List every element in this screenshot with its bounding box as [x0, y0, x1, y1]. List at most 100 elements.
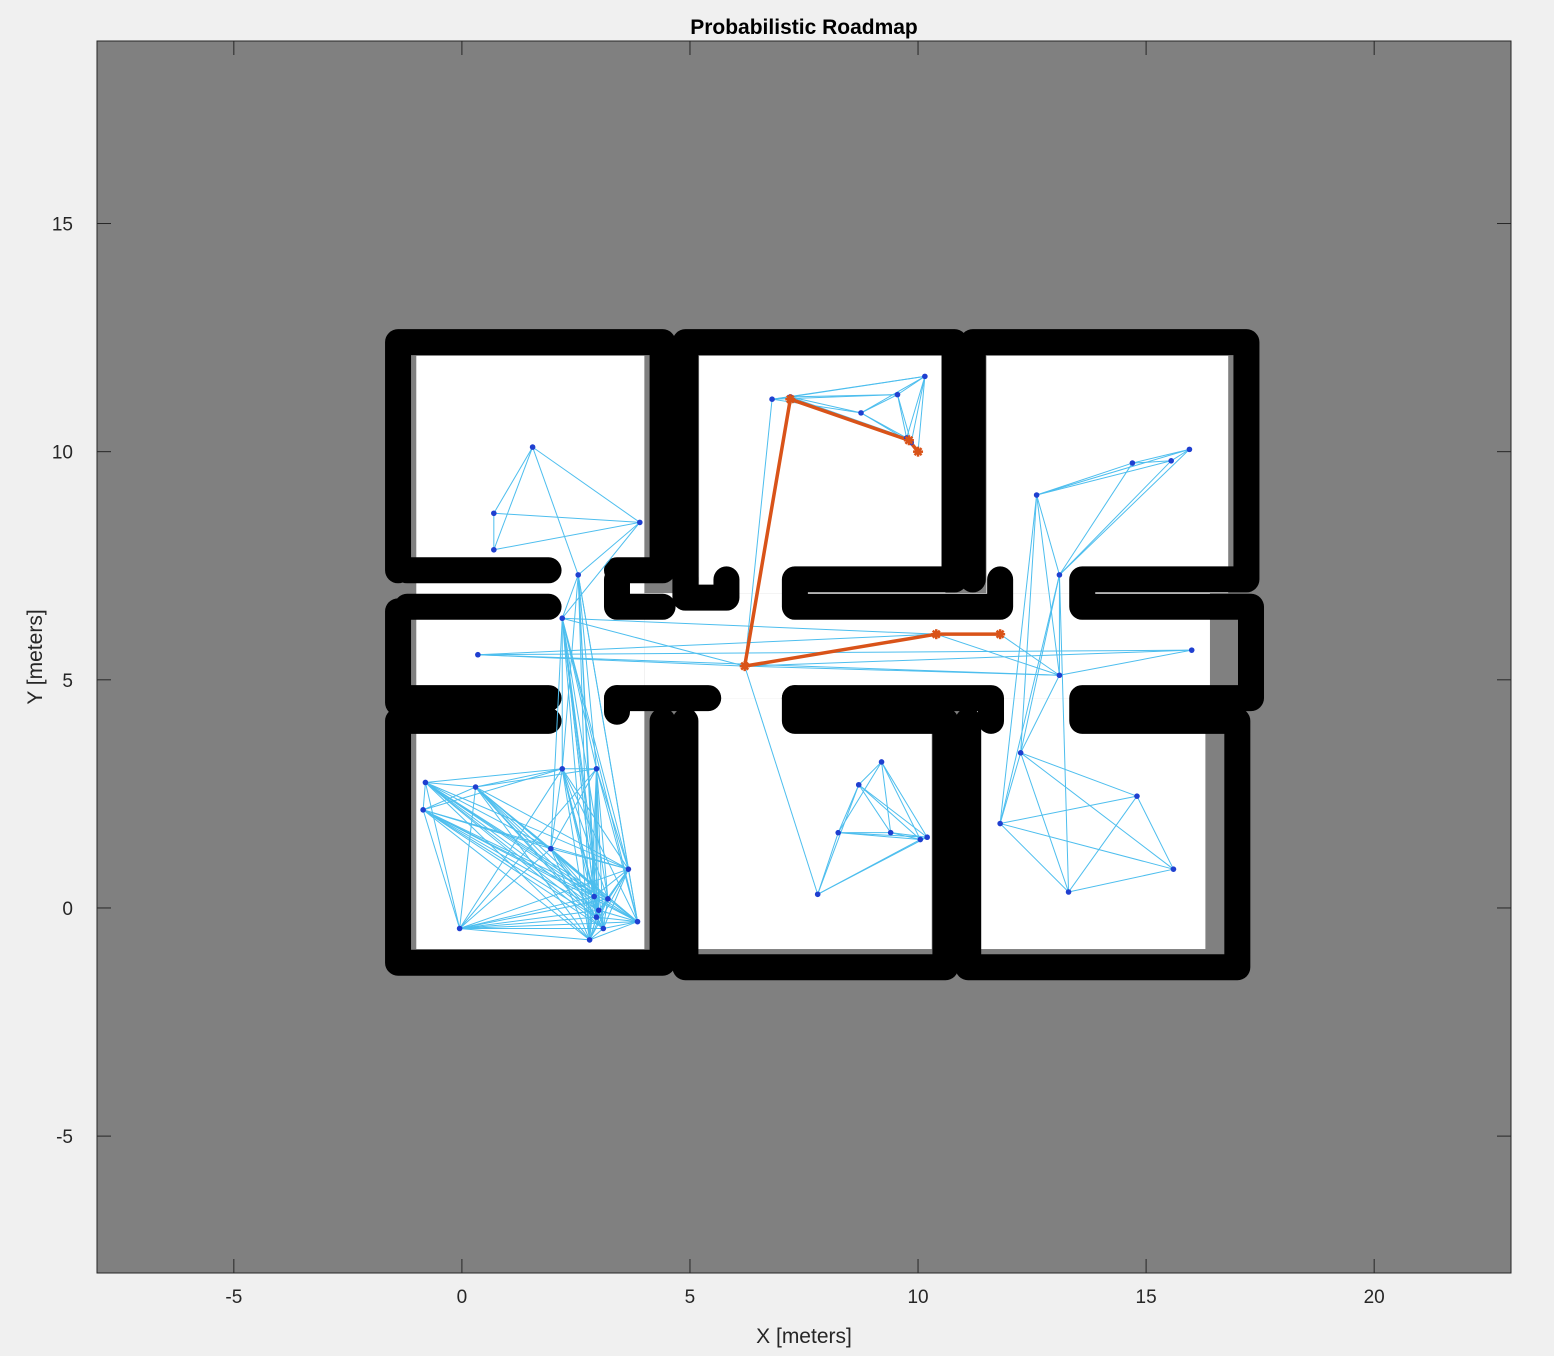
roadmap-edge-72	[475, 786, 629, 870]
roadmap-edge-136	[593, 896, 638, 923]
roadmap-edge-55	[425, 782, 604, 929]
roadmap-edge-191	[1000, 795, 1138, 825]
roadmap-edge-181	[1059, 449, 1190, 576]
roadmap-edge-180	[1059, 460, 1172, 576]
roadmap-node-26	[922, 373, 928, 380]
roadmap-edge-169	[1036, 462, 1133, 496]
roadmap-edge-131	[589, 921, 638, 941]
roadmap-edge-118	[627, 869, 639, 922]
wall-13	[781, 685, 959, 734]
roadmap-edge-127	[589, 898, 609, 941]
roadmap-node-6	[475, 651, 481, 658]
roadmap-node-47	[835, 829, 842, 836]
roadmap-node-9	[472, 784, 479, 790]
roadmap-edge-177	[1132, 448, 1190, 464]
y-tick-label: 0	[62, 899, 73, 920]
roadmap-edge-174	[1020, 494, 1038, 753]
wall-2	[385, 707, 676, 976]
roadmap-node-0	[529, 444, 536, 450]
roadmap-edge-73	[459, 786, 477, 929]
roadmap-edge-1	[493, 446, 534, 550]
roadmap-edge-0	[493, 446, 534, 514]
roadmap-node-10	[548, 845, 554, 852]
roadmap-node-19	[593, 914, 600, 920]
roadmap-edge-8	[561, 522, 641, 619]
roadmap-edge-61	[422, 809, 461, 929]
roadmap-node-2	[491, 546, 497, 553]
roadmap-edge-3	[532, 446, 579, 576]
roadmap-edge-113	[593, 868, 629, 897]
roadmap-edge-190	[1020, 752, 1070, 893]
free-space-region-2	[699, 355, 946, 594]
roadmap-node-43	[1170, 866, 1177, 872]
roadmap-node-13	[625, 866, 632, 872]
y-axis-label: Y [meters]	[24, 609, 47, 704]
roadmap-node-48	[887, 829, 894, 836]
roadmap-edge-79	[475, 786, 604, 929]
wall-14	[672, 707, 959, 981]
roadmap-edge-151	[790, 396, 862, 414]
roadmap-edge-129	[589, 916, 597, 941]
roadmap-node-22	[769, 396, 775, 402]
roadmap-edge-57	[422, 786, 476, 811]
roadmap-edge-38	[999, 633, 1060, 676]
roadmap-node-5	[559, 615, 566, 622]
plot-area[interactable]	[97, 41, 1511, 1273]
roadmap-edge-19	[561, 618, 629, 870]
roadmap-node-14	[456, 925, 463, 932]
roadmap-edge-171	[1036, 448, 1190, 496]
roadmap-edge-183	[1020, 574, 1060, 753]
roadmap-node-44	[1065, 889, 1072, 895]
roadmap-edge-86	[550, 848, 595, 897]
roadmap-edge-185	[1058, 574, 1070, 893]
roadmap-edge-122	[459, 909, 599, 929]
roadmap-edge-170	[1036, 460, 1172, 496]
wall-12	[781, 685, 1005, 734]
roadmap-edge-184	[999, 574, 1060, 824]
wall-15	[955, 329, 1265, 981]
roadmap-edge-140	[607, 898, 638, 923]
roadmap-edge-188	[1020, 752, 1138, 797]
roadmap-edge-36	[1059, 649, 1192, 676]
roadmap-edge-99	[561, 768, 597, 918]
roadmap-node-21	[634, 918, 641, 925]
roadmap-node-12	[593, 765, 600, 772]
roadmap-node-38	[1188, 647, 1195, 653]
roadmap-edge-160	[897, 375, 926, 396]
path-waypoint-3	[785, 394, 796, 405]
roadmap-node-37	[1056, 572, 1063, 578]
roadmap-edge-138	[596, 898, 609, 918]
roadmap-edge-27	[550, 618, 563, 849]
roadmap-edge-193	[999, 823, 1069, 893]
roadmap-node-7	[422, 779, 429, 786]
x-axis-ticks: -5 0 5 10 15 20	[225, 41, 1385, 1308]
y-tick-label: 5	[62, 671, 73, 692]
roadmap-edge-71	[475, 768, 597, 788]
roadmap-edge-153	[790, 375, 925, 398]
roadmap-node-46	[855, 781, 862, 788]
roadmap-node-25	[894, 391, 901, 398]
roadmap-edge-64	[422, 809, 609, 900]
roadmap-edge-142	[598, 910, 604, 929]
free-space-region-3	[986, 355, 1229, 594]
path-waypoint-0	[995, 629, 1006, 640]
roadmap-node-24	[858, 410, 864, 416]
roadmap-edge-187	[999, 752, 1022, 824]
roadmap-edge-111	[459, 868, 629, 929]
roadmap-edge-123	[459, 916, 597, 929]
roadmap-edge-204	[858, 784, 921, 840]
roadmap-edge-121	[459, 898, 608, 929]
roadmap-node-20	[600, 925, 607, 932]
roadmap-edge-157	[860, 375, 926, 414]
roadmap-edge-215	[817, 836, 928, 895]
roadmap-node-34	[1129, 460, 1136, 466]
roadmap-node-45	[878, 759, 885, 765]
roadmap-edge-94	[459, 768, 563, 929]
x-tick-label: 0	[457, 1287, 468, 1308]
roadmap-edge-85	[550, 848, 591, 941]
roadmap-edge-41	[744, 399, 773, 667]
wall-0	[385, 329, 676, 584]
roadmap-edge-4	[493, 512, 640, 523]
roadmap-node-18	[595, 907, 602, 914]
roadmap-edge-7	[577, 522, 641, 576]
